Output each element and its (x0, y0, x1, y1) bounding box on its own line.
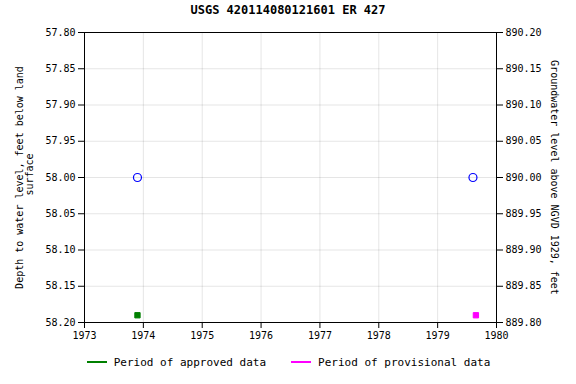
svg-text:889.90: 889.90 (506, 244, 542, 255)
svg-text:57.80: 57.80 (45, 27, 75, 38)
svg-text:58.00: 58.00 (45, 172, 75, 183)
svg-text:890.15: 890.15 (506, 63, 542, 74)
svg-text:57.95: 57.95 (45, 135, 75, 146)
svg-text:58.05: 58.05 (45, 208, 75, 219)
svg-text:890.10: 890.10 (506, 99, 542, 110)
svg-text:1978: 1978 (367, 330, 391, 341)
svg-text:890.20: 890.20 (506, 27, 542, 38)
svg-text:1975: 1975 (190, 330, 214, 341)
svg-text:57.90: 57.90 (45, 99, 75, 110)
svg-text:1976: 1976 (249, 330, 273, 341)
svg-text:1974: 1974 (131, 330, 155, 341)
svg-text:Groundwater level above NGVD 1: Groundwater level above NGVD 1929, feet (549, 60, 560, 295)
svg-text:58.15: 58.15 (45, 280, 75, 291)
svg-text:1980: 1980 (484, 330, 508, 341)
svg-text:58.10: 58.10 (45, 244, 75, 255)
svg-text:889.85: 889.85 (506, 280, 542, 291)
svg-text:1979: 1979 (426, 330, 450, 341)
html-text:Period of provisional data: Period of provisional data (318, 355, 491, 369)
svg-text:58.20: 58.20 (45, 317, 75, 328)
svg-text:889.80: 889.80 (506, 317, 542, 328)
html-text:Period of approved data: Period of approved data (113, 355, 267, 369)
svg-text:890.00: 890.00 (506, 172, 542, 183)
svg-text:1977: 1977 (308, 330, 332, 341)
svg-text:889.95: 889.95 (506, 208, 542, 219)
html-text:USGS 420114080121601 ER 427: USGS 420114080121601 ER 427 (190, 3, 386, 17)
svg-text:890.05: 890.05 (506, 135, 542, 146)
svg-text:57.85: 57.85 (45, 63, 75, 74)
svg-text:1973: 1973 (72, 330, 96, 341)
svg-text:Depth to water level, feet bel: Depth to water level, feet below land su… (14, 66, 35, 289)
